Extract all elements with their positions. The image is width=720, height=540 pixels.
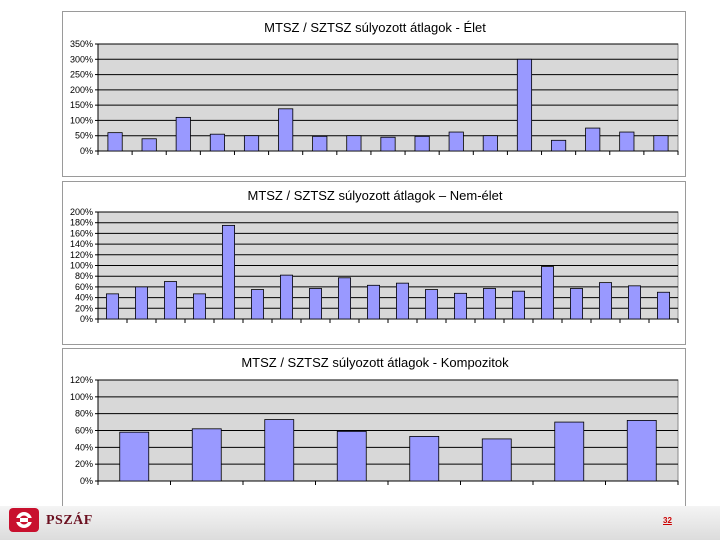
chart-elet: MTSZ / SZTSZ súlyozott átlagok - Élet 0% 5…: [62, 11, 686, 177]
nem-elet-bar: [657, 291, 670, 320]
nem-elet-ytick-label: 60%: [75, 282, 93, 292]
chart-nem-elet: MTSZ / SZTSZ súlyozott átlagok – Nem-éle…: [62, 181, 686, 345]
chart-elet-svg: MTSZ / SZTSZ súlyozott átlagok - Élet 0% 5…: [70, 20, 679, 156]
logo-text: PSZÁF: [46, 513, 93, 528]
chart-nem-elet-svg: MTSZ / SZTSZ súlyozott átlagok – Nem-éle…: [70, 188, 679, 324]
nem-elet-ytick-label: 40%: [75, 293, 93, 303]
elet-ytick-label: 200%: [70, 85, 93, 95]
nem-elet-bar: [338, 277, 351, 320]
chart-kompozitok-svg: MTSZ / SZTSZ súlyozott átlagok - Kompozi…: [70, 355, 679, 486]
pszaf-logo-icon: [9, 508, 39, 532]
elet-ytick-label: 0%: [80, 146, 93, 156]
nem-elet-ytick-label: 180%: [70, 218, 93, 228]
nem-elet-bar: [164, 281, 177, 320]
nem-elet-bar: [309, 288, 322, 320]
footer-bar: [0, 506, 720, 540]
kompozitok-ytick-label: 120%: [70, 375, 93, 385]
elet-bar: [585, 127, 601, 152]
nem-elet-bar: [483, 288, 496, 320]
elet-ytick-label: 50%: [75, 131, 93, 141]
nem-elet-bar: [570, 288, 583, 320]
chart-kompozitok: MTSZ / SZTSZ súlyozott átlagok - Kompozi…: [62, 348, 686, 508]
elet-bar: [653, 135, 669, 152]
elet-bar: [141, 138, 157, 152]
elet-bar: [243, 135, 260, 152]
nem-elet-bar: [280, 274, 293, 320]
elet-ytick-label: 150%: [70, 100, 93, 110]
nem-elet-title: MTSZ / SZTSZ súlyozott átlagok – Nem-éle…: [247, 188, 502, 203]
nem-elet-bar: [106, 293, 119, 320]
nem-elet-ytick-label: 20%: [75, 303, 93, 313]
elet-bar: [175, 116, 191, 152]
nem-elet-bar: [251, 289, 264, 320]
nem-elet-bar: [367, 284, 380, 320]
elet-plot-area: [97, 43, 679, 152]
nem-elet-bar: [425, 289, 438, 320]
kompozitok-bar: [264, 419, 295, 482]
nem-elet-bar: [454, 292, 467, 320]
elet-bar: [516, 58, 533, 152]
elet-ytick-label: 300%: [70, 54, 93, 64]
elet-title: MTSZ / SZTSZ súlyozott átlagok - Élet: [264, 20, 486, 35]
kompozitok-ytick-label: 0%: [80, 476, 93, 486]
kompozitok-title: MTSZ / SZTSZ súlyozott átlagok - Kompozi…: [241, 355, 509, 370]
nem-elet-ytick-label: 160%: [70, 228, 93, 238]
elet-bar: [414, 135, 430, 152]
nem-elet-bar: [396, 282, 409, 320]
nem-elet-ytick-label: 200%: [70, 207, 93, 217]
nem-elet-ytick-label: 140%: [70, 239, 93, 249]
kompozitok-ytick-label: 40%: [75, 442, 93, 452]
kompozitok-ytick-label: 60%: [75, 426, 93, 436]
elet-bar: [482, 135, 498, 152]
elet-bar: [346, 135, 362, 152]
nem-elet-bar: [135, 286, 148, 320]
elet-bar: [551, 139, 567, 152]
elet-ytick-label: 100%: [70, 115, 93, 125]
elet-bar: [448, 131, 464, 152]
nem-elet-bar: [512, 290, 525, 320]
elet-bar: [107, 132, 123, 152]
nem-elet-bar: [628, 285, 641, 320]
kompozitok-bar: [119, 431, 150, 482]
kompozitok-bar: [481, 438, 512, 482]
nem-elet-bar: [222, 224, 235, 320]
nem-elet-ytick-label: 100%: [70, 261, 93, 271]
kompozitok-bar: [409, 435, 440, 482]
nem-elet-ytick-label: 0%: [80, 314, 93, 324]
kompozitok-bar: [336, 430, 367, 482]
nem-elet-ytick-label: 120%: [70, 250, 93, 260]
kompozitok-bar: [554, 421, 585, 482]
elet-ytick-label: 350%: [70, 39, 93, 49]
kompozitok-ytick-label: 20%: [75, 459, 93, 469]
elet-bar: [312, 135, 328, 152]
kompozitok-bar: [191, 428, 222, 482]
elet-bar: [619, 131, 635, 152]
elet-bar: [209, 133, 225, 152]
nem-elet-bar: [599, 282, 612, 320]
page-number: 32: [663, 516, 672, 525]
kompozitok-ytick-label: 100%: [70, 392, 93, 402]
elet-bar: [380, 136, 396, 152]
nem-elet-ytick-label: 80%: [75, 271, 93, 281]
nem-elet-bar: [193, 293, 206, 320]
kompozitok-ytick-label: 80%: [75, 409, 93, 419]
elet-ytick-label: 250%: [70, 70, 93, 80]
kompozitok-bar: [626, 420, 657, 482]
elet-bar: [278, 108, 294, 152]
nem-elet-bar: [541, 266, 554, 320]
